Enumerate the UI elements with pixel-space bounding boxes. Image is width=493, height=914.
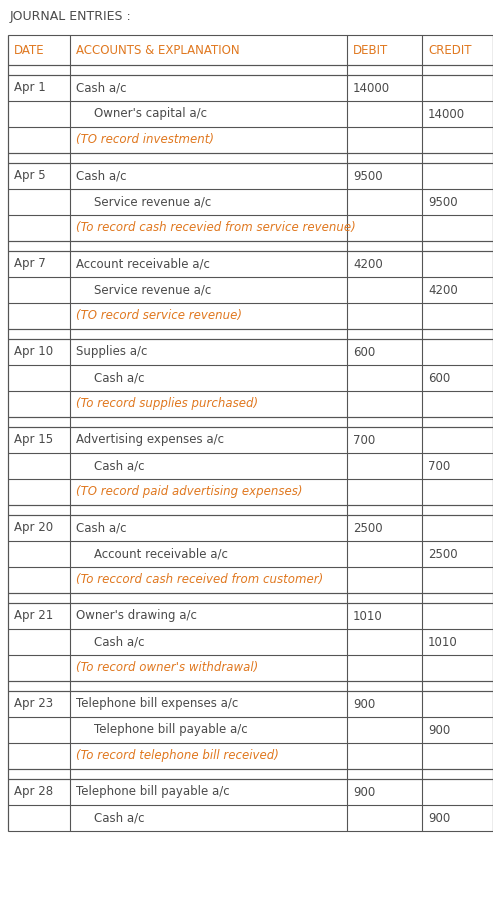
Text: Cash a/c: Cash a/c xyxy=(76,81,127,94)
Text: (To record cash recevied from service revenue): (To record cash recevied from service re… xyxy=(76,221,356,235)
Text: (To record owner's withdrawal): (To record owner's withdrawal) xyxy=(76,662,258,675)
Text: 9500: 9500 xyxy=(353,169,383,183)
Text: Cash a/c: Cash a/c xyxy=(94,371,144,385)
Text: Apr 23: Apr 23 xyxy=(14,697,53,710)
Text: Apr 7: Apr 7 xyxy=(14,258,46,271)
Text: 9500: 9500 xyxy=(428,196,458,208)
Text: Apr 28: Apr 28 xyxy=(14,785,53,799)
Text: 2500: 2500 xyxy=(428,547,458,560)
Text: 1010: 1010 xyxy=(353,610,383,622)
Text: Apr 20: Apr 20 xyxy=(14,522,53,535)
Text: 4200: 4200 xyxy=(353,258,383,271)
Text: Owner's drawing a/c: Owner's drawing a/c xyxy=(76,610,197,622)
Text: Cash a/c: Cash a/c xyxy=(76,169,127,183)
Text: Owner's capital a/c: Owner's capital a/c xyxy=(94,108,207,121)
Text: Cash a/c: Cash a/c xyxy=(94,812,144,824)
Text: (To record supplies purchased): (To record supplies purchased) xyxy=(76,398,258,410)
Text: Service revenue a/c: Service revenue a/c xyxy=(94,196,211,208)
Text: 900: 900 xyxy=(428,724,450,737)
Text: Apr 1: Apr 1 xyxy=(14,81,46,94)
Text: 14000: 14000 xyxy=(428,108,465,121)
Text: Cash a/c: Cash a/c xyxy=(94,460,144,473)
Text: Telephone bill expenses a/c: Telephone bill expenses a/c xyxy=(76,697,238,710)
Text: (To reccord cash received from customer): (To reccord cash received from customer) xyxy=(76,573,323,587)
Text: Telephone bill payable a/c: Telephone bill payable a/c xyxy=(94,724,247,737)
Text: 900: 900 xyxy=(353,697,375,710)
Text: DATE: DATE xyxy=(14,44,45,57)
Text: 700: 700 xyxy=(428,460,450,473)
Text: Apr 21: Apr 21 xyxy=(14,610,53,622)
Text: Apr 5: Apr 5 xyxy=(14,169,46,183)
Text: ACCOUNTS & EXPLANATION: ACCOUNTS & EXPLANATION xyxy=(76,44,240,57)
Text: 700: 700 xyxy=(353,433,375,447)
Text: Supplies a/c: Supplies a/c xyxy=(76,345,147,358)
Text: DEBIT: DEBIT xyxy=(353,44,388,57)
Text: 2500: 2500 xyxy=(353,522,383,535)
Text: Service revenue a/c: Service revenue a/c xyxy=(94,283,211,296)
Text: Account receivable a/c: Account receivable a/c xyxy=(94,547,228,560)
Text: CREDIT: CREDIT xyxy=(428,44,471,57)
Text: Advertising expenses a/c: Advertising expenses a/c xyxy=(76,433,224,447)
Text: (TO record investment): (TO record investment) xyxy=(76,133,214,146)
Text: Cash a/c: Cash a/c xyxy=(94,635,144,649)
Text: Apr 10: Apr 10 xyxy=(14,345,53,358)
Text: 14000: 14000 xyxy=(353,81,390,94)
Text: Telephone bill payable a/c: Telephone bill payable a/c xyxy=(76,785,230,799)
Text: (To record telephone bill received): (To record telephone bill received) xyxy=(76,749,279,762)
Text: Apr 15: Apr 15 xyxy=(14,433,53,447)
Text: (TO record service revenue): (TO record service revenue) xyxy=(76,310,242,323)
Text: 1010: 1010 xyxy=(428,635,458,649)
Text: 600: 600 xyxy=(353,345,375,358)
Text: JOURNAL ENTRIES :: JOURNAL ENTRIES : xyxy=(10,10,132,23)
Text: Account receivable a/c: Account receivable a/c xyxy=(76,258,210,271)
Text: (TO record paid advertising expenses): (TO record paid advertising expenses) xyxy=(76,485,303,498)
Text: 4200: 4200 xyxy=(428,283,458,296)
Text: 600: 600 xyxy=(428,371,450,385)
Text: 900: 900 xyxy=(353,785,375,799)
Text: 900: 900 xyxy=(428,812,450,824)
Text: Cash a/c: Cash a/c xyxy=(76,522,127,535)
